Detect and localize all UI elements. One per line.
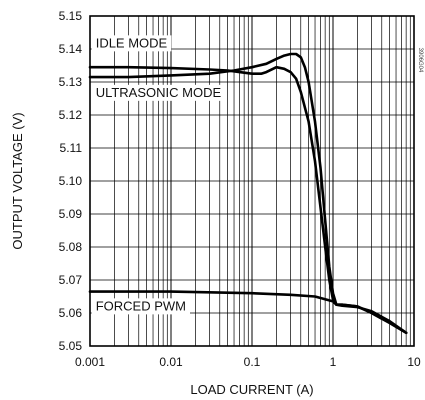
x-tick-label: 0.1 — [244, 355, 261, 369]
series-label-background — [91, 35, 172, 52]
series-label: FORCED PWM — [96, 298, 186, 313]
series-label: ULTRASONIC MODE — [96, 85, 222, 100]
series-lines — [88, 52, 408, 335]
y-tick-label: 5.08 — [59, 240, 83, 254]
series-labels: IDLE MODE ULTRASONIC MODE FORCED PWM — [91, 35, 226, 315]
y-tick-label: 5.13 — [59, 75, 83, 89]
figure-code-mark: 3906G04 — [417, 48, 423, 73]
y-tick-label: 5.06 — [59, 306, 83, 320]
y-tick-label: 5.10 — [59, 174, 83, 188]
x-tick-label: 0.01 — [159, 355, 183, 369]
tick-labels: 5.05 5.06 5.07 5.08 5.09 5.10 5.11 5.12 5.13 5.14… — [59, 9, 421, 369]
series-line — [88, 290, 408, 335]
series-label-background — [91, 298, 190, 315]
grid — [89, 16, 414, 346]
x-tick-label: 1 — [330, 355, 337, 369]
y-tick-label: 5.12 — [59, 108, 83, 122]
y-tick-label: 5.05 — [59, 339, 83, 353]
y-tick-label: 5.15 — [59, 9, 83, 23]
plot-area-frame — [89, 15, 415, 347]
series-label: IDLE MODE — [96, 35, 168, 50]
y-tick-label: 5.09 — [59, 207, 83, 221]
x-axis-title: LOAD CURRENT (A) — [190, 382, 313, 397]
y-tick-label: 5.11 — [60, 141, 83, 155]
y-tick-label: 5.07 — [59, 273, 83, 287]
series-label-background — [91, 84, 226, 101]
x-tick-label: 0.001 — [75, 355, 105, 369]
x-tick-label: 10 — [407, 355, 421, 369]
y-axis-title: OUTPUT VOLTAGE (V) — [10, 112, 25, 249]
y-tick-label: 5.14 — [59, 42, 83, 56]
